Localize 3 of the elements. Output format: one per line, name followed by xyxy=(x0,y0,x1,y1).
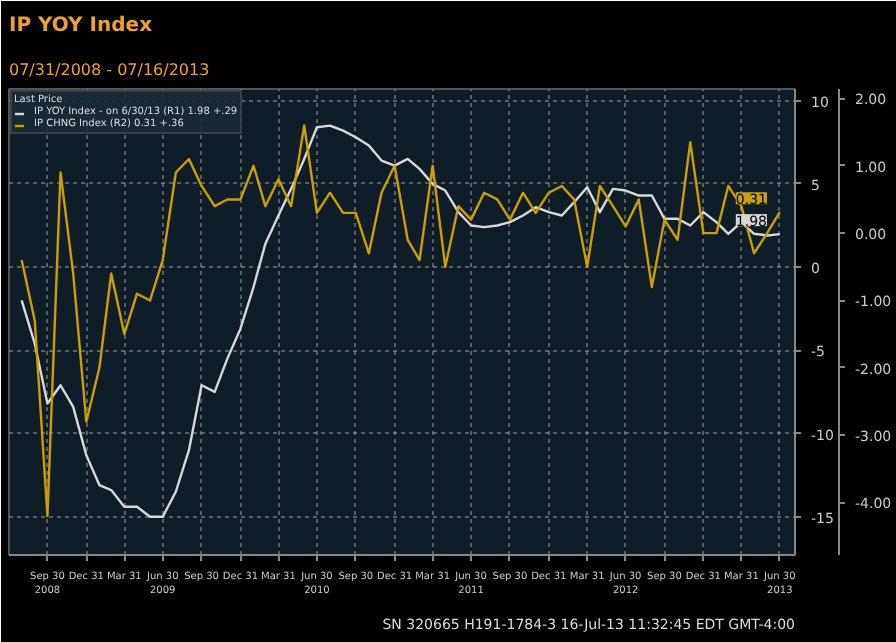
chart-subtitle: 07/31/2008 - 07/16/2013 xyxy=(9,61,210,79)
chart-title: IP YOY Index xyxy=(9,15,154,37)
line-series xyxy=(20,124,781,518)
